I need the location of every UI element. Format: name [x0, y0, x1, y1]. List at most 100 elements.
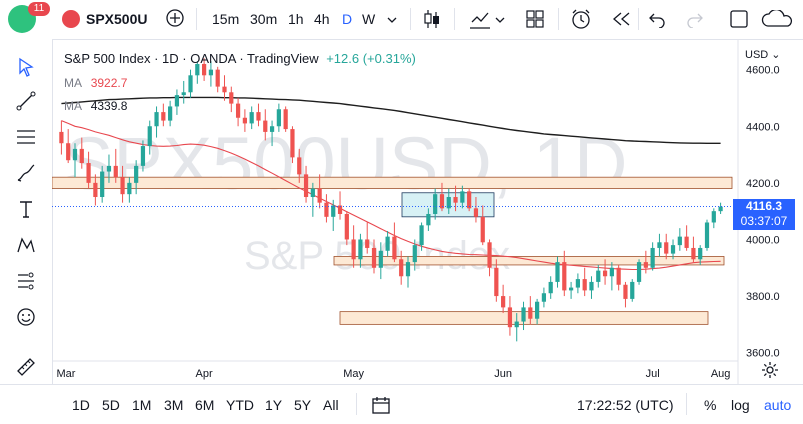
date-range-icon[interactable]	[372, 396, 390, 414]
last-price-value: 4116.3	[745, 199, 783, 213]
sr-zone	[333, 256, 725, 266]
candle-body	[439, 194, 445, 209]
alert-clock-icon[interactable]	[570, 8, 592, 30]
candle-body	[331, 205, 336, 217]
range-5d[interactable]: 5D	[102, 397, 120, 413]
range-all[interactable]: All	[323, 397, 339, 413]
redo-icon[interactable]	[686, 10, 704, 29]
candle-body	[222, 86, 227, 93]
candle-body	[528, 307, 533, 319]
candle-body	[453, 197, 458, 203]
candle-body	[188, 75, 193, 93]
candle-body	[636, 262, 642, 282]
candle-body	[181, 92, 186, 96]
candle-body	[684, 236, 689, 248]
pattern-icon[interactable]	[16, 235, 36, 255]
cloud-save-icon[interactable]	[760, 8, 803, 28]
price-tick-label: 3800.0	[746, 291, 780, 303]
interval-w[interactable]: W	[362, 11, 376, 27]
text-tool-icon[interactable]	[16, 199, 36, 219]
brush-icon[interactable]	[16, 163, 36, 183]
currency-selector[interactable]: USD ⌄	[745, 48, 781, 61]
ma-fast-legend[interactable]: MA 3922.7	[64, 76, 127, 90]
layout-grid-icon[interactable]	[526, 10, 544, 28]
interval-15m[interactable]: 15m	[212, 11, 240, 27]
candle-body	[487, 242, 492, 268]
candle-body	[147, 126, 152, 147]
interval-4h[interactable]: 4h	[314, 11, 330, 27]
candle-body	[392, 236, 397, 260]
candle-body	[86, 163, 91, 183]
candle-body	[120, 177, 125, 195]
legend-change: +12.6 (+0.31%)	[326, 51, 416, 66]
candle-body	[208, 69, 214, 76]
candle-body	[718, 206, 723, 212]
candle-body	[691, 247, 696, 260]
fullscreen-toggle-icon[interactable]	[730, 10, 748, 28]
candle-body	[399, 259, 404, 277]
emoji-icon[interactable]	[16, 307, 36, 327]
horizontal-lines-icon[interactable]	[16, 127, 36, 147]
candle-body	[609, 267, 614, 277]
candle-body	[433, 194, 438, 214]
candle-body	[575, 279, 580, 288]
add-symbol-icon[interactable]	[166, 9, 184, 27]
drawing-toolbar	[0, 39, 53, 384]
trend-line-icon[interactable]	[16, 91, 36, 111]
bottom-toolbar: 1D 5D 1M 3M 6M YTD 1Y 5Y All 17:22:52 (U…	[0, 384, 803, 424]
ma-slow-value: 4339.8	[90, 99, 128, 113]
candle-body	[419, 225, 424, 246]
range-1d[interactable]: 1D	[72, 397, 90, 413]
range-6m[interactable]: 6M	[195, 397, 215, 413]
candle-body	[263, 120, 268, 132]
interval-d[interactable]: D	[342, 11, 353, 27]
candle-body	[72, 148, 78, 161]
range-1y[interactable]: 1Y	[265, 397, 283, 413]
currency-label: USD	[745, 49, 769, 61]
interval-1h[interactable]: 1h	[288, 11, 304, 27]
interval-30m[interactable]: 30m	[250, 11, 278, 27]
candle-body	[235, 103, 241, 118]
settings-gear-icon[interactable]	[761, 361, 779, 379]
candle-body	[100, 171, 105, 198]
candle-body	[507, 307, 513, 328]
time-tick-label: May	[343, 368, 364, 380]
candle-body	[535, 301, 540, 319]
range-1m[interactable]: 1M	[132, 397, 152, 413]
percent-scale-toggle[interactable]: %	[704, 397, 717, 413]
candles-icon[interactable]	[422, 8, 442, 30]
consolidation-box	[401, 192, 495, 218]
candle-body	[283, 109, 288, 130]
candle-body	[161, 112, 166, 121]
candle-body	[324, 202, 329, 217]
watermark-name: S&P 500 Index	[244, 234, 510, 278]
auto-scale-toggle[interactable]: auto	[764, 397, 792, 413]
ruler-icon[interactable]	[16, 357, 36, 377]
price-chart[interactable]: SPX500USD, 1D S&P 500 Index 4600.0 4400.0…	[52, 39, 803, 384]
time-tick-label: Mar	[57, 368, 76, 380]
candle-body	[276, 109, 281, 127]
indicators-icon[interactable]	[468, 8, 492, 30]
candle-body	[412, 245, 417, 263]
range-ytd[interactable]: YTD	[226, 397, 254, 413]
candle-body	[215, 69, 220, 87]
range-3m[interactable]: 3M	[164, 397, 184, 413]
sr-zone	[52, 176, 733, 189]
chevron-down-icon[interactable]	[386, 13, 398, 25]
candle-body	[698, 247, 703, 260]
range-5y[interactable]: 5Y	[294, 397, 312, 413]
symbol-search-button[interactable]: SPX500USD	[86, 11, 148, 27]
cursor-icon[interactable]	[16, 57, 36, 77]
prediction-icon[interactable]	[16, 271, 36, 291]
utc-clock[interactable]: 17:22:52 (UTC)	[577, 397, 674, 413]
ma-slow-legend[interactable]: MA 4339.8	[64, 99, 127, 113]
candle-body	[229, 92, 234, 104]
time-tick-label: Aug	[711, 368, 731, 380]
candle-body	[711, 211, 716, 223]
legend-title[interactable]: S&P 500 Index · 1D · OANDA · TradingView	[64, 51, 319, 66]
candle-body	[66, 143, 71, 161]
undo-icon[interactable]	[648, 10, 666, 29]
chevron-down-icon[interactable]	[494, 13, 506, 25]
replay-icon[interactable]	[610, 10, 632, 28]
log-scale-toggle[interactable]: log	[731, 397, 750, 413]
